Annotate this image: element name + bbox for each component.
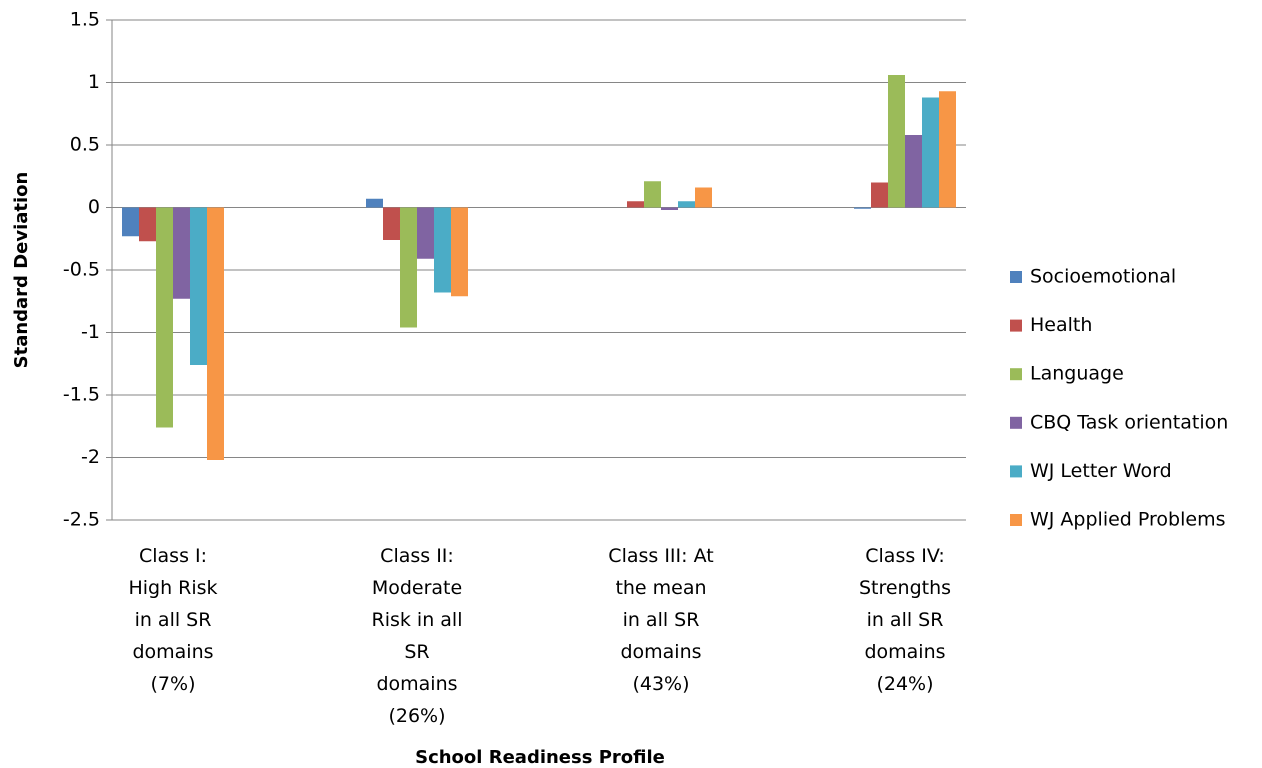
bar [434,207,451,293]
bar [871,182,888,208]
bar [905,135,922,208]
legend-label: Socioemotional [1030,266,1176,288]
legend-label: Language [1030,363,1124,385]
legend-label: WJ Letter Word [1030,460,1172,482]
y-tick-label: -1.5 [63,384,100,406]
y-tick-label: 0 [88,196,100,218]
legend-label: CBQ Task orientation [1030,411,1228,433]
legend-swatch [1010,368,1022,381]
bar [627,201,644,208]
y-tick-label: 1 [88,71,100,93]
bar [173,207,190,299]
bar [922,97,939,208]
y-tick-label: -2.5 [63,509,100,531]
bar [366,198,383,208]
bar [383,207,400,240]
bar [678,201,695,208]
x-axis-label: School Readiness Profile [415,747,665,768]
bar [156,207,173,428]
y-tick-label: 0.5 [70,134,100,156]
legend-label: Health [1030,314,1092,336]
bar [417,207,434,259]
x-tick-label: Class III: At the mean in all SR domains… [608,545,714,695]
bar [888,75,905,208]
bar [122,207,139,237]
bar [939,91,956,208]
legend-swatch [1010,465,1022,478]
x-tick-label: Class II: Moderate Risk in all SR domain… [371,545,463,727]
bar [400,207,417,328]
y-axis-label: Standard Deviation [11,172,32,369]
bar [644,181,661,208]
bar [190,207,207,365]
bar [139,207,156,242]
legend-swatch [1010,416,1022,429]
y-tick-label: -2 [81,446,100,468]
bar [661,207,678,210]
legend-swatch [1010,271,1022,283]
bar [451,207,468,297]
bar [854,207,871,209]
x-tick-label: Class I: High Risk in all SR domains (7%… [128,545,218,695]
y-tick-label: -0.5 [63,259,100,281]
x-tick-label: Class IV: Strengths in all SR domains (2… [858,545,952,695]
legend-label: WJ Applied Problems [1030,509,1225,531]
bar [207,207,224,460]
bar [695,187,712,208]
y-tick-label: 1.5 [70,9,100,31]
y-tick-label: -1 [81,321,100,343]
legend-swatch [1010,319,1022,332]
legend-swatch [1010,514,1022,526]
